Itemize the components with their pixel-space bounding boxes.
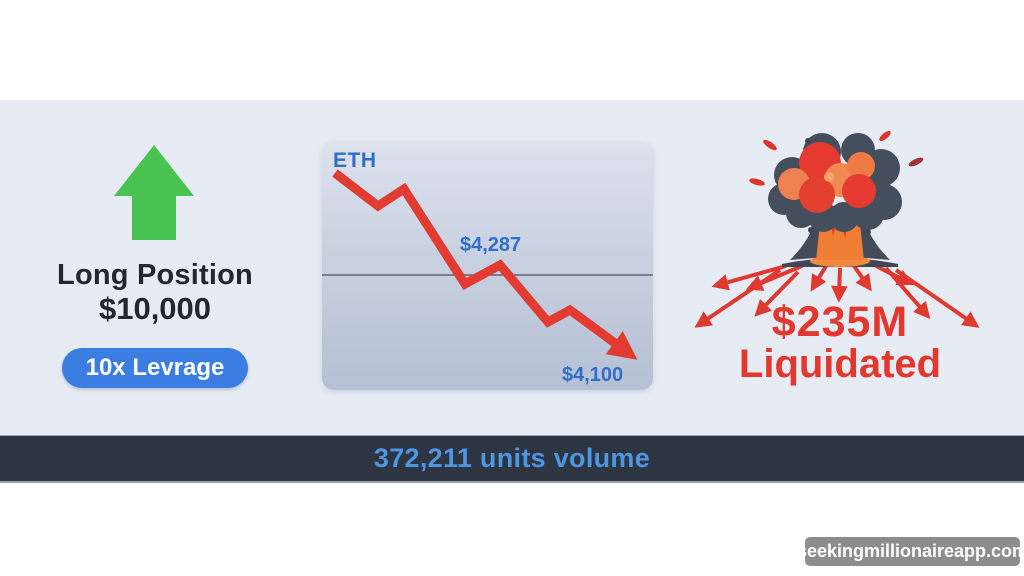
price-line-chart-canvas (322, 169, 653, 360)
volume-text: 372,211 units volume (373, 443, 651, 473)
price-chart: ETH $4,287 $4,100 (322, 141, 653, 390)
position-amount: $10,000 (98, 291, 212, 326)
blast-arrows (694, 264, 980, 328)
watermark-text: seekingmillionaireapp.com (796, 541, 1024, 561)
watermark: seekingmillionaireapp.com (797, 537, 1024, 566)
price-decline-line (332, 169, 638, 360)
position-title: Long Position (57, 259, 253, 291)
entry-price-label: $4,287 (460, 234, 522, 256)
liquidation-price-label: $4,100 (562, 364, 624, 386)
liquidated-label: Liquidated (738, 342, 942, 386)
explosion-icon (694, 130, 980, 328)
volume-bar: 372,211 units volume (0, 435, 1024, 483)
liquidated-amount: $235M (771, 298, 909, 346)
leverage-badge-label: 10x Levrage (85, 354, 225, 381)
spark-marks (749, 130, 924, 186)
chart-symbol-label: ETH (333, 149, 377, 172)
up-arrow-icon (114, 145, 194, 240)
leverage-badge: 10x Levrage (62, 348, 248, 388)
